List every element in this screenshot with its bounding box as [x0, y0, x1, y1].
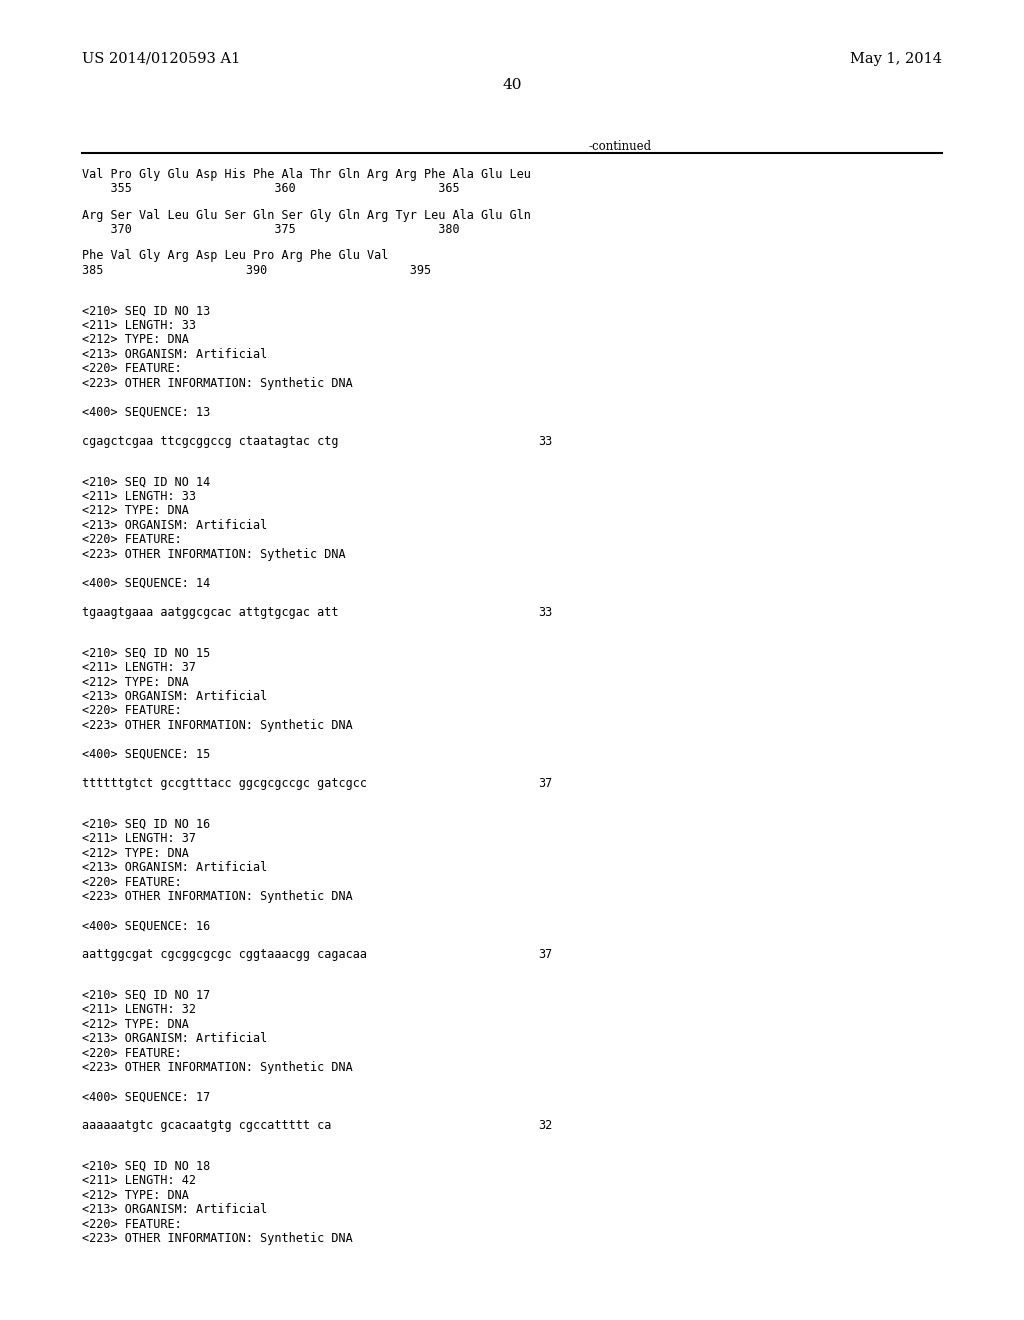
Text: <223> OTHER INFORMATION: Synthetic DNA: <223> OTHER INFORMATION: Synthetic DNA	[82, 1061, 352, 1074]
Text: 37: 37	[538, 948, 552, 961]
Text: <212> TYPE: DNA: <212> TYPE: DNA	[82, 1018, 188, 1031]
Text: <211> LENGTH: 42: <211> LENGTH: 42	[82, 1175, 196, 1187]
Text: <213> ORGANISM: Artificial: <213> ORGANISM: Artificial	[82, 1204, 267, 1216]
Text: <223> OTHER INFORMATION: Synthetic DNA: <223> OTHER INFORMATION: Synthetic DNA	[82, 719, 352, 733]
Text: <223> OTHER INFORMATION: Synthetic DNA: <223> OTHER INFORMATION: Synthetic DNA	[82, 376, 352, 389]
Text: 33: 33	[538, 606, 552, 619]
Text: 370                    375                    380: 370 375 380	[82, 223, 460, 236]
Text: <400> SEQUENCE: 13: <400> SEQUENCE: 13	[82, 405, 210, 418]
Text: <400> SEQUENCE: 17: <400> SEQUENCE: 17	[82, 1090, 210, 1104]
Text: <211> LENGTH: 33: <211> LENGTH: 33	[82, 319, 196, 331]
Text: <212> TYPE: DNA: <212> TYPE: DNA	[82, 504, 188, 517]
Text: 385                    390                    395: 385 390 395	[82, 264, 431, 277]
Text: <212> TYPE: DNA: <212> TYPE: DNA	[82, 846, 188, 859]
Text: ttttttgtct gccgtttacc ggcgcgccgc gatcgcc: ttttttgtct gccgtttacc ggcgcgccgc gatcgcc	[82, 777, 367, 789]
Text: <223> OTHER INFORMATION: Sythetic DNA: <223> OTHER INFORMATION: Sythetic DNA	[82, 548, 346, 561]
Text: <211> LENGTH: 32: <211> LENGTH: 32	[82, 1003, 196, 1016]
Text: cgagctcgaa ttcgcggccg ctaatagtac ctg: cgagctcgaa ttcgcggccg ctaatagtac ctg	[82, 434, 339, 447]
Text: <220> FEATURE:: <220> FEATURE:	[82, 875, 181, 888]
Text: <213> ORGANISM: Artificial: <213> ORGANISM: Artificial	[82, 861, 267, 874]
Text: <213> ORGANISM: Artificial: <213> ORGANISM: Artificial	[82, 519, 267, 532]
Text: <210> SEQ ID NO 14: <210> SEQ ID NO 14	[82, 475, 210, 488]
Text: 40: 40	[502, 78, 522, 92]
Text: <220> FEATURE:: <220> FEATURE:	[82, 362, 181, 375]
Text: tgaagtgaaa aatggcgcac attgtgcgac att: tgaagtgaaa aatggcgcac attgtgcgac att	[82, 606, 339, 619]
Text: May 1, 2014: May 1, 2014	[850, 51, 942, 66]
Text: <400> SEQUENCE: 15: <400> SEQUENCE: 15	[82, 748, 210, 762]
Text: -continued: -continued	[589, 140, 651, 153]
Text: <213> ORGANISM: Artificial: <213> ORGANISM: Artificial	[82, 690, 267, 704]
Text: 32: 32	[538, 1119, 552, 1133]
Text: <211> LENGTH: 33: <211> LENGTH: 33	[82, 490, 196, 503]
Text: 355                    360                    365: 355 360 365	[82, 182, 460, 195]
Text: <400> SEQUENCE: 16: <400> SEQUENCE: 16	[82, 919, 210, 932]
Text: <400> SEQUENCE: 14: <400> SEQUENCE: 14	[82, 577, 210, 590]
Text: Val Pro Gly Glu Asp His Phe Ala Thr Gln Arg Arg Phe Ala Glu Leu: Val Pro Gly Glu Asp His Phe Ala Thr Gln …	[82, 168, 530, 181]
Text: <210> SEQ ID NO 16: <210> SEQ ID NO 16	[82, 817, 210, 830]
Text: <213> ORGANISM: Artificial: <213> ORGANISM: Artificial	[82, 1032, 267, 1045]
Text: Arg Ser Val Leu Glu Ser Gln Ser Gly Gln Arg Tyr Leu Ala Glu Gln: Arg Ser Val Leu Glu Ser Gln Ser Gly Gln …	[82, 209, 530, 222]
Text: <210> SEQ ID NO 18: <210> SEQ ID NO 18	[82, 1160, 210, 1172]
Text: aaaaaatgtc gcacaatgtg cgccattttt ca: aaaaaatgtc gcacaatgtg cgccattttt ca	[82, 1119, 332, 1133]
Text: <220> FEATURE:: <220> FEATURE:	[82, 533, 181, 546]
Text: <212> TYPE: DNA: <212> TYPE: DNA	[82, 1189, 188, 1201]
Text: <213> ORGANISM: Artificial: <213> ORGANISM: Artificial	[82, 347, 267, 360]
Text: <210> SEQ ID NO 17: <210> SEQ ID NO 17	[82, 989, 210, 1002]
Text: <223> OTHER INFORMATION: Synthetic DNA: <223> OTHER INFORMATION: Synthetic DNA	[82, 890, 352, 903]
Text: US 2014/0120593 A1: US 2014/0120593 A1	[82, 51, 241, 66]
Text: <220> FEATURE:: <220> FEATURE:	[82, 1218, 181, 1230]
Text: <223> OTHER INFORMATION: Synthetic DNA: <223> OTHER INFORMATION: Synthetic DNA	[82, 1233, 352, 1245]
Text: <210> SEQ ID NO 15: <210> SEQ ID NO 15	[82, 647, 210, 660]
Text: Phe Val Gly Arg Asp Leu Pro Arg Phe Glu Val: Phe Val Gly Arg Asp Leu Pro Arg Phe Glu …	[82, 249, 388, 263]
Text: <212> TYPE: DNA: <212> TYPE: DNA	[82, 333, 188, 346]
Text: <220> FEATURE:: <220> FEATURE:	[82, 1047, 181, 1060]
Text: 33: 33	[538, 434, 552, 447]
Text: <212> TYPE: DNA: <212> TYPE: DNA	[82, 676, 188, 689]
Text: <220> FEATURE:: <220> FEATURE:	[82, 705, 181, 718]
Text: <210> SEQ ID NO 13: <210> SEQ ID NO 13	[82, 305, 210, 317]
Text: aattggcgat cgcggcgcgc cggtaaacgg cagacaa: aattggcgat cgcggcgcgc cggtaaacgg cagacaa	[82, 948, 367, 961]
Text: <211> LENGTH: 37: <211> LENGTH: 37	[82, 832, 196, 845]
Text: 37: 37	[538, 777, 552, 789]
Text: <211> LENGTH: 37: <211> LENGTH: 37	[82, 661, 196, 675]
